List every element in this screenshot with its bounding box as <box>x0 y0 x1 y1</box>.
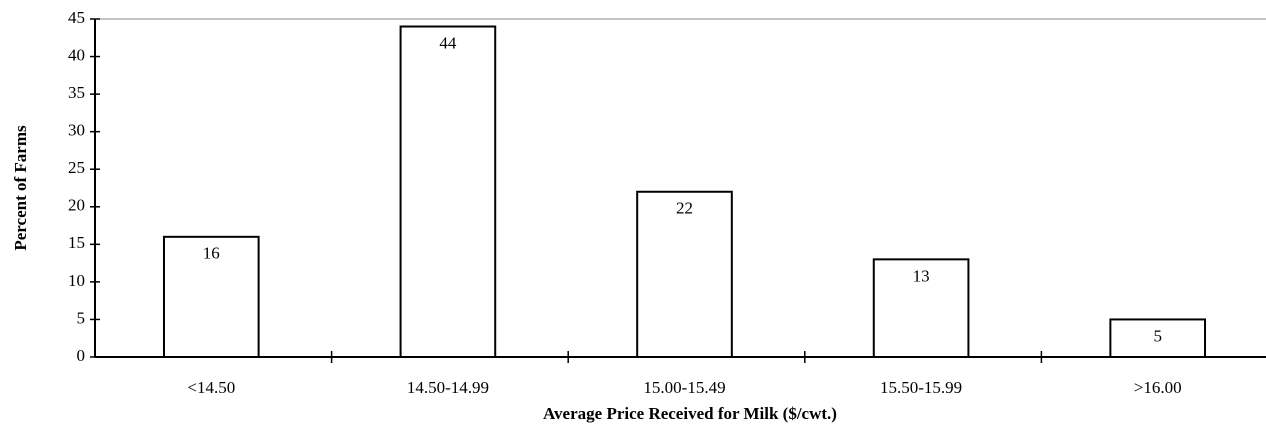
bar <box>162 235 260 358</box>
value-label: 44 <box>439 33 457 52</box>
value-label: 22 <box>676 199 693 218</box>
bar <box>399 25 497 359</box>
value-label: 13 <box>913 266 930 285</box>
y-tick-label: 35 <box>68 83 85 102</box>
x-tick-label: >16.00 <box>1134 378 1182 397</box>
value-label: 5 <box>1153 326 1162 345</box>
value-label: 16 <box>203 244 220 263</box>
bar <box>1109 318 1207 359</box>
y-tick-label: 25 <box>68 158 85 177</box>
bar <box>636 190 733 358</box>
y-tick-label: 20 <box>68 196 85 215</box>
y-tick-label: 10 <box>68 271 85 290</box>
y-tick-label: 30 <box>68 121 85 140</box>
x-tick-label: <14.50 <box>187 378 235 397</box>
y-tick-label: 45 <box>68 8 85 27</box>
y-tick-label: 0 <box>77 346 86 365</box>
y-tick-label: 40 <box>68 45 85 64</box>
x-tick-label: 15.00-15.49 <box>643 378 725 397</box>
y-tick-label: 5 <box>77 308 86 327</box>
x-tick-label: 14.50-14.99 <box>407 378 489 397</box>
x-tick-label: 15.50-15.99 <box>880 378 962 397</box>
y-tick-label: 15 <box>68 233 85 252</box>
y-axis-title: Percent of Farms <box>11 125 30 251</box>
x-axis-title: Average Price Received for Milk ($/cwt.) <box>543 404 837 423</box>
bar <box>872 258 970 359</box>
